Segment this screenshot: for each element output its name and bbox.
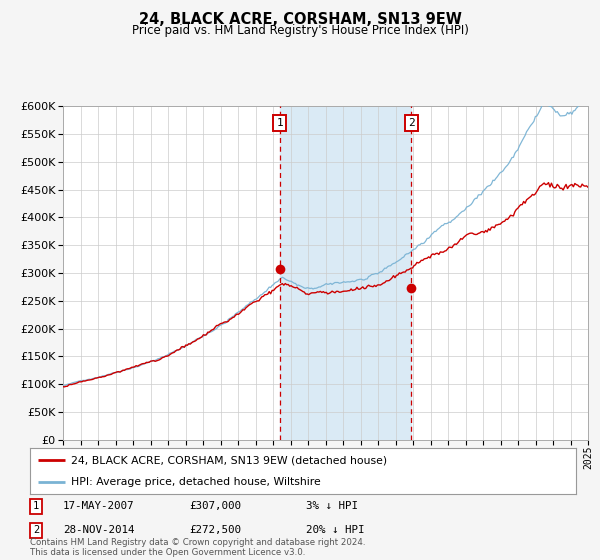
Text: Contains HM Land Registry data © Crown copyright and database right 2024.
This d: Contains HM Land Registry data © Crown c… <box>30 538 365 557</box>
Text: 20% ↓ HPI: 20% ↓ HPI <box>306 525 365 535</box>
Text: HPI: Average price, detached house, Wiltshire: HPI: Average price, detached house, Wilt… <box>71 477 320 487</box>
Bar <box>280 106 412 440</box>
Text: 28-NOV-2014: 28-NOV-2014 <box>63 525 134 535</box>
Text: 24, BLACK ACRE, CORSHAM, SN13 9EW: 24, BLACK ACRE, CORSHAM, SN13 9EW <box>139 12 461 27</box>
Text: 2: 2 <box>408 118 415 128</box>
Text: 17-MAY-2007: 17-MAY-2007 <box>63 501 134 511</box>
Text: £307,000: £307,000 <box>189 501 241 511</box>
Text: 1: 1 <box>276 118 283 128</box>
Text: 24, BLACK ACRE, CORSHAM, SN13 9EW (detached house): 24, BLACK ACRE, CORSHAM, SN13 9EW (detac… <box>71 455 387 465</box>
Text: Price paid vs. HM Land Registry's House Price Index (HPI): Price paid vs. HM Land Registry's House … <box>131 24 469 37</box>
Text: £272,500: £272,500 <box>189 525 241 535</box>
Text: 2: 2 <box>33 525 39 535</box>
Text: 3% ↓ HPI: 3% ↓ HPI <box>306 501 358 511</box>
Text: 1: 1 <box>33 501 39 511</box>
